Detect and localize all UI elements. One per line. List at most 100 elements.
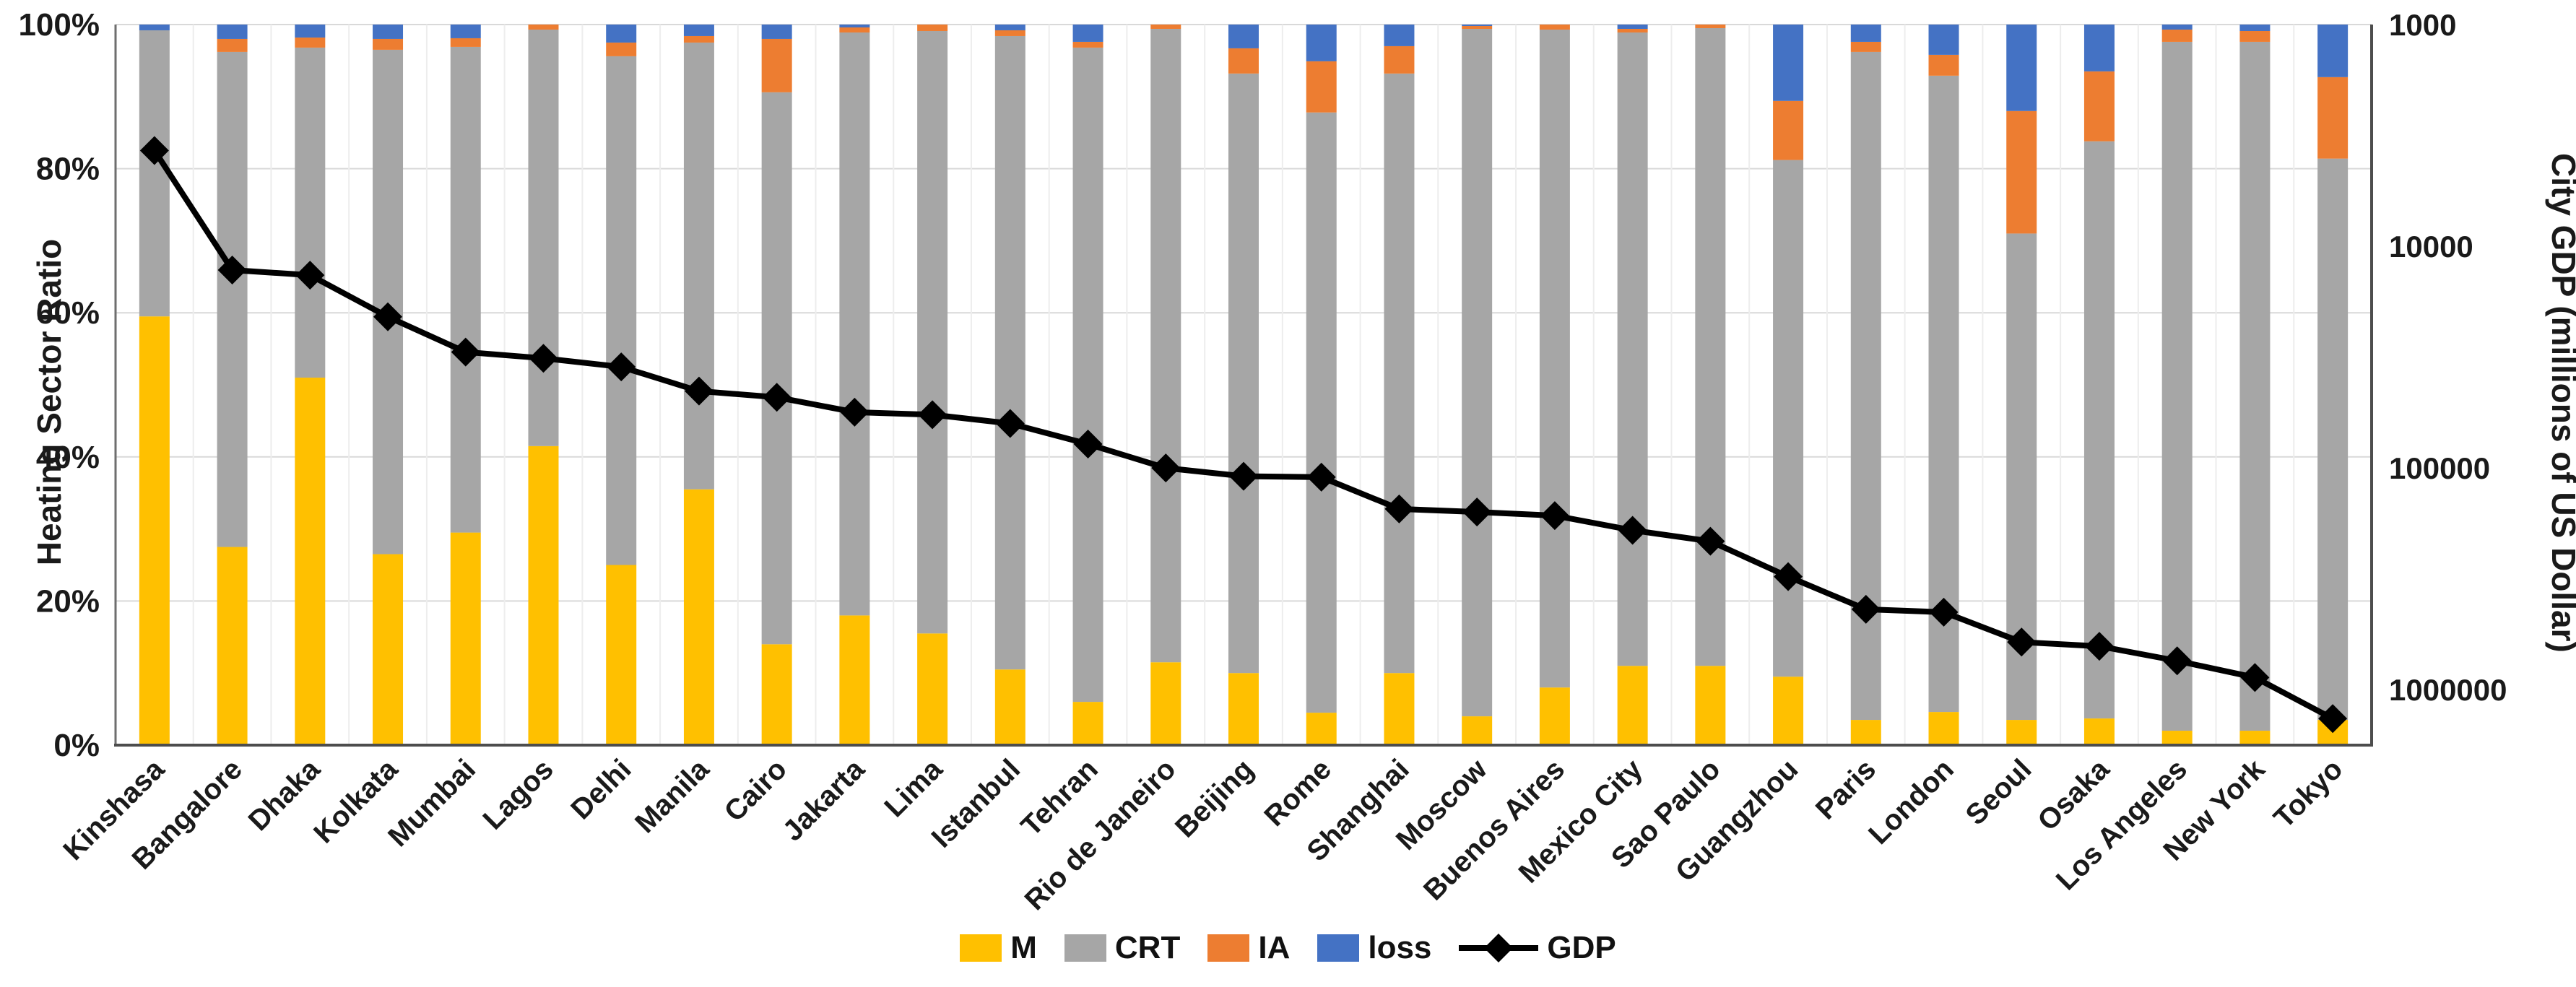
x-axis-category-label: Mumbai (382, 753, 482, 853)
bar-segment-CRT (1072, 47, 1103, 703)
bar-segment-CRT (528, 29, 559, 446)
bar-segment-IA (1928, 54, 1959, 76)
bar-segment-loss (373, 25, 404, 39)
bar-segment-IA (2239, 30, 2271, 42)
bar-segment-IA (1850, 41, 1881, 52)
gdp-marker (762, 383, 792, 412)
bar-segment-IA (606, 42, 637, 56)
bar-segment-loss (1228, 25, 1259, 48)
x-axis-category-label: Seoul (1959, 753, 2037, 831)
bar-segment-M (2006, 720, 2037, 745)
bar-segment-CRT (2161, 41, 2193, 731)
gdp-marker (1073, 430, 1103, 459)
left-axis-tick-label: 20% (36, 583, 100, 619)
gdp-marker (607, 352, 636, 382)
gdp-marker (1774, 562, 1803, 591)
x-axis-category-label: Beijing (1169, 753, 1259, 843)
bar-segment-IA (1228, 48, 1259, 74)
bar-segment-loss (2083, 25, 2115, 71)
bar-segment-CRT (1306, 112, 1337, 713)
bar-segment-loss (1306, 25, 1337, 61)
x-axis-category-label: Cairo (719, 753, 793, 827)
gdp-marker (451, 337, 480, 367)
x-axis-category-label: Paris (1810, 753, 1882, 825)
legend-item-GDP: GDP (1459, 930, 1616, 966)
bar-segment-M (1384, 673, 1415, 745)
bar-segment-IA (1072, 41, 1103, 48)
bar-segment-loss (1072, 25, 1103, 42)
bar-segment-M (2161, 731, 2193, 745)
bar-segment-CRT (1617, 32, 1648, 666)
legend-swatch-icon (960, 934, 1002, 962)
bar-segment-IA (1695, 25, 1726, 28)
gdp-marker (2318, 704, 2348, 734)
bar-segment-IA (2317, 77, 2349, 159)
bar-segment-loss (1384, 25, 1415, 46)
bar-segment-M (295, 378, 326, 745)
bar-segment-M (761, 644, 792, 745)
bar-segment-CRT (2083, 141, 2115, 719)
bar-segment-M (1072, 702, 1103, 745)
bar-segment-CRT (1462, 28, 1493, 717)
left-axis-title: Heating Sector Ratio (30, 238, 68, 566)
left-axis-tick-label: 60% (36, 295, 100, 331)
bar-segment-CRT (1773, 160, 1804, 677)
x-axis-category-label: Lagos (477, 753, 559, 835)
bar-segment-loss (839, 25, 870, 27)
bar-segment-IA (917, 25, 948, 31)
bar-segment-CRT (2317, 158, 2349, 721)
gdp-marker (2084, 632, 2114, 661)
gdp-marker (1384, 494, 1414, 523)
left-axis-tick-label: 40% (36, 440, 100, 475)
bar-segment-loss (683, 25, 714, 36)
legend-gdp-line-icon (1459, 934, 1539, 962)
bar-segment-IA (1306, 61, 1337, 113)
bar-segment-loss (139, 25, 170, 30)
bar-segment-loss (2239, 25, 2271, 31)
legend-item-loss: loss (1317, 930, 1431, 966)
gdp-marker (1229, 461, 1258, 491)
bar-segment-loss (2317, 25, 2349, 77)
legend-swatch-icon (1207, 934, 1250, 962)
gdp-marker (1929, 597, 1959, 627)
bar-segment-M (373, 554, 404, 745)
legend-label: IA (1258, 930, 1291, 965)
bar-segment-M (994, 669, 1025, 745)
bar-segment-IA (528, 25, 559, 30)
x-axis-category-label: Lima (878, 753, 949, 824)
gdp-marker (1696, 526, 1725, 556)
left-axis-tick-label: 80% (36, 152, 100, 187)
bar-segment-IA (2083, 71, 2115, 142)
gdp-marker (139, 136, 169, 165)
bar-segment-CRT (683, 42, 714, 490)
bar-segment-M (1228, 673, 1259, 745)
bar-segment-loss (1773, 25, 1804, 101)
gdp-marker (2162, 646, 2192, 676)
bar-segment-IA (683, 35, 714, 43)
bar-segment-IA (761, 38, 792, 92)
bar-segment-M (2239, 731, 2271, 745)
bar-segment-M (2083, 718, 2115, 745)
gdp-marker (1151, 453, 1181, 483)
bar-segment-CRT (839, 32, 870, 616)
bar-segment-CRT (761, 92, 792, 645)
left-axis-tick-label: 0% (53, 728, 100, 763)
x-axis-category-label: Delhi (565, 753, 637, 825)
bar-segment-M (1462, 716, 1493, 745)
legend-label: GDP (1547, 930, 1616, 965)
bar-segment-CRT (606, 56, 637, 565)
right-axis-tick-label: 1000000 (2389, 673, 2507, 707)
gdp-marker (2007, 627, 2037, 657)
bar-segment-IA (2161, 29, 2193, 42)
bar-segment-M (1306, 713, 1337, 745)
bar-segment-IA (994, 30, 1025, 36)
bar-segment-M (139, 316, 170, 745)
bar-segment-CRT (994, 35, 1025, 670)
legend-label: loss (1368, 930, 1432, 965)
bar-segment-loss (606, 25, 637, 43)
bar-segment-M (1850, 720, 1881, 745)
x-axis-category-label: London (1862, 753, 1960, 851)
bar-segment-CRT (450, 46, 481, 533)
bar-segment-loss (217, 25, 248, 39)
